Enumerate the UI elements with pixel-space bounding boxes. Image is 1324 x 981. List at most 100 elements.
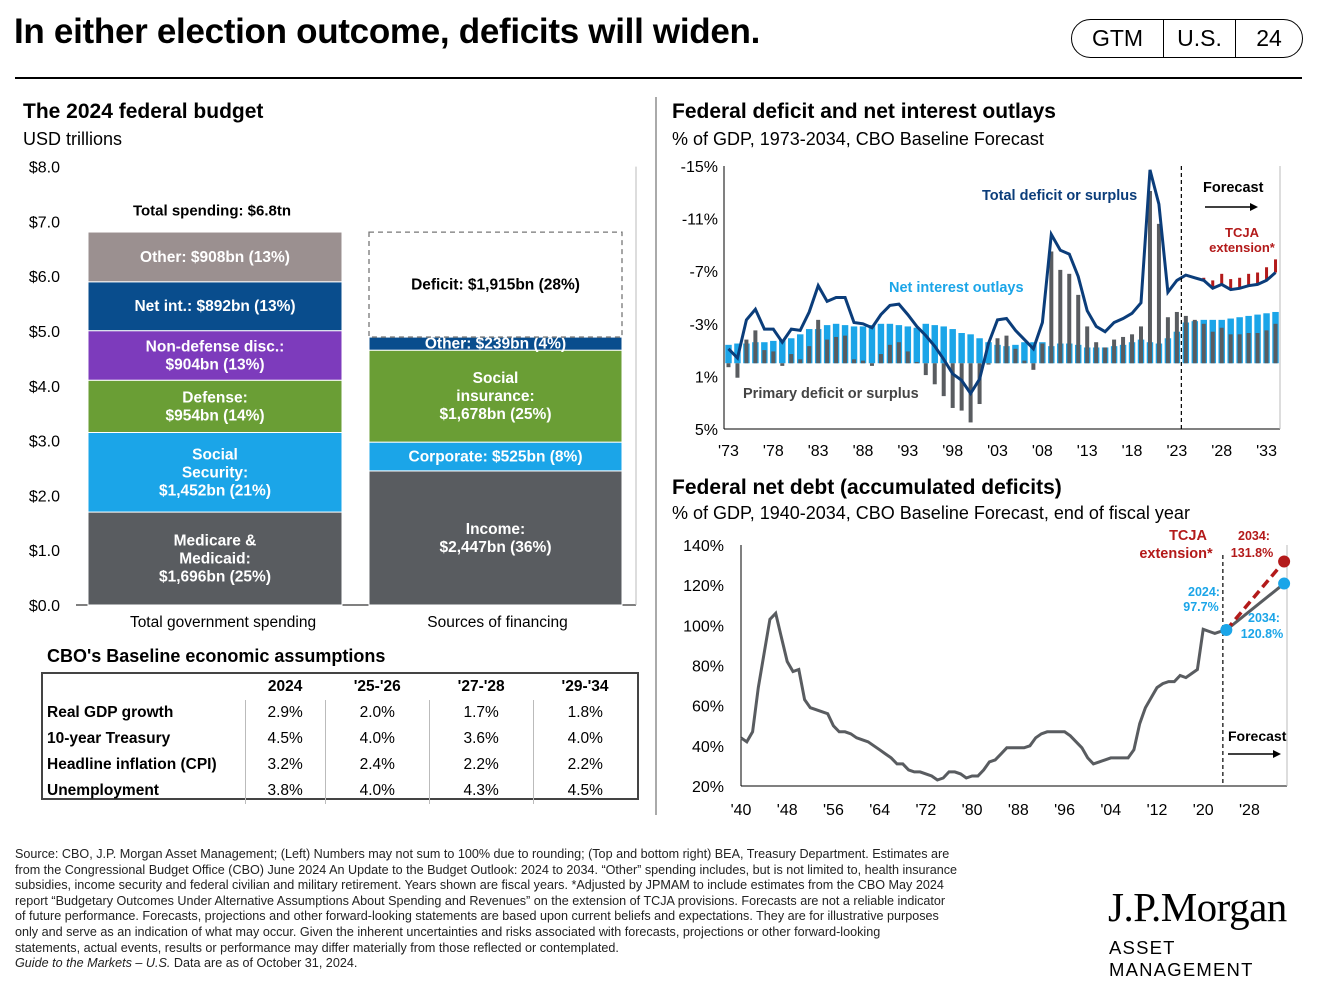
- y-tick-label: $6.0: [29, 269, 60, 286]
- footer-notes: Source: CBO, J.P. Morgan Asset Managemen…: [15, 847, 1087, 972]
- primary-bar: [1085, 326, 1090, 364]
- interest-bar: [788, 338, 795, 364]
- primary-bar: [1165, 317, 1170, 364]
- interest-bar: [913, 327, 921, 364]
- x-tick-label: '64: [869, 802, 890, 819]
- y-tick-label: 120%: [683, 578, 724, 595]
- debt-chart: 20% 40% 60% 80% 100% 120% 140% '40 '48 '56 '64 '72 '…: [683, 528, 1291, 819]
- x-tick-label: '78: [763, 443, 784, 460]
- tcja-forecast-line: [1224, 560, 1286, 632]
- table-col-header: '27-'28: [457, 678, 505, 695]
- primary-bar: [1139, 326, 1143, 364]
- primary-bar: [1022, 360, 1027, 364]
- primary-bar: [986, 363, 991, 365]
- segment-label: $1,452bn (21%): [159, 482, 271, 499]
- bar-segment: [368, 231, 623, 338]
- interest-bar: [850, 326, 858, 364]
- table-col-header: '25-'26: [353, 678, 401, 695]
- segment-label: Net int.: $892bn (13%): [134, 298, 295, 315]
- deficit-title: Federal deficit and net interest outlays: [672, 100, 1056, 123]
- interest-bar: [877, 323, 885, 364]
- primary-bar: [1040, 343, 1045, 364]
- table-row: Real GDP growth 2.9% 2.0% 1.7% 1.8%: [43, 700, 637, 726]
- primary-bar: [834, 336, 839, 364]
- baseline-forecast-line: [1225, 582, 1286, 632]
- primary-bar: [941, 363, 946, 397]
- segment-label: Medicaid:: [179, 551, 250, 568]
- tcja-annotation: TCJA: [1169, 528, 1207, 544]
- table-corner: [43, 674, 245, 700]
- debt-title: Federal net debt (accumulated deficits): [672, 476, 1062, 499]
- interest-bar: [886, 323, 894, 364]
- x-tick-label: '08: [1032, 443, 1053, 460]
- primary-bar: [1219, 327, 1224, 364]
- table-cell: 2.0%: [325, 700, 430, 726]
- forecast-label: Forecast: [1203, 180, 1264, 196]
- y-tick-label: 140%: [683, 538, 724, 555]
- primary-bar: [1237, 334, 1242, 364]
- segment-label: Other: $908bn (13%): [140, 249, 290, 266]
- x-tick-label: '03: [987, 443, 1008, 460]
- tcja-bar: [1247, 273, 1251, 286]
- row-label: 10-year Treasury: [43, 726, 246, 752]
- primary-bar: [1049, 251, 1054, 364]
- primary-bar: [950, 363, 955, 408]
- footer-line: Source: CBO, J.P. Morgan Asset Managemen…: [15, 847, 950, 861]
- primary-bar: [1183, 315, 1188, 364]
- jpmorgan-logo: J.P.Morgan: [1108, 884, 1287, 930]
- point-2034-tcja: [1278, 555, 1291, 568]
- primary-bar: [1103, 347, 1108, 364]
- row-label: Unemployment: [43, 778, 246, 804]
- x-tick-label: '98: [942, 443, 963, 460]
- guide-title: Guide to the Markets – U.S.: [15, 956, 171, 971]
- x-category-label: Sources of financing: [427, 614, 567, 631]
- x-tick-label: '88: [853, 443, 874, 460]
- primary-bar: [1130, 334, 1135, 364]
- interest-bar: [985, 342, 992, 364]
- table-cell: 1.7%: [429, 700, 534, 726]
- primary-bar: [780, 363, 785, 366]
- y-tick-label: -3%: [690, 317, 718, 334]
- footer-line: report “Budgetary Outcomes Under Alterna…: [15, 893, 946, 908]
- table-col-header: '29-'34: [561, 678, 609, 695]
- primary-bar: [1156, 223, 1161, 364]
- segment-label: $2,447bn (36%): [440, 539, 552, 556]
- primary-bar: [861, 360, 865, 364]
- x-tick-label: '04: [1100, 802, 1121, 819]
- interest-bar: [868, 325, 876, 364]
- x-tick-label: '80: [962, 802, 983, 819]
- segment-label: $954bn (14%): [165, 407, 264, 424]
- footer-line: only and serve as an indication of what …: [15, 924, 881, 939]
- forecast-label: Forecast: [1228, 728, 1287, 744]
- x-tick-label: '12: [1147, 802, 1168, 819]
- header-divider: [15, 77, 1302, 79]
- badge-page-number: 24: [1256, 25, 1282, 51]
- debt-subtitle: % of GDP, 1940-2034, CBO Baseline Foreca…: [672, 503, 1190, 523]
- deficit-subtitle: % of GDP, 1973-2034, CBO Baseline Foreca…: [672, 129, 1044, 149]
- y-tick-label: 80%: [692, 659, 724, 676]
- primary-bar: [1004, 335, 1009, 364]
- primary-bar: [843, 335, 848, 364]
- table-cell: 3.6%: [429, 726, 534, 752]
- primary-bar: [878, 354, 883, 364]
- y-tick-label: 100%: [683, 618, 724, 635]
- bar-segment: [87, 330, 343, 381]
- primary-bar: [1031, 363, 1036, 370]
- interest-bar: [1021, 342, 1028, 364]
- primary-bar: [869, 363, 874, 366]
- primary-annotation: Primary deficit or surplus: [743, 386, 919, 402]
- interest-bar: [1030, 342, 1037, 364]
- x-tick-label: '93: [897, 443, 918, 460]
- interest-bar: [976, 338, 983, 364]
- point-2034-baseline: [1278, 577, 1291, 590]
- bar-segment: [368, 441, 623, 472]
- x-tick-label: '96: [1054, 802, 1075, 819]
- interest-bar: [958, 333, 965, 364]
- table-cell: 3.2%: [245, 752, 326, 778]
- tcja-bar: [1274, 259, 1278, 273]
- tcja-annotation: TCJA: [1225, 225, 1260, 240]
- primary-bar: [923, 363, 928, 376]
- primary-bar: [1174, 311, 1179, 364]
- segment-label: Non-defense disc.:: [146, 338, 285, 355]
- badge-gtm: GTM: [1072, 20, 1164, 57]
